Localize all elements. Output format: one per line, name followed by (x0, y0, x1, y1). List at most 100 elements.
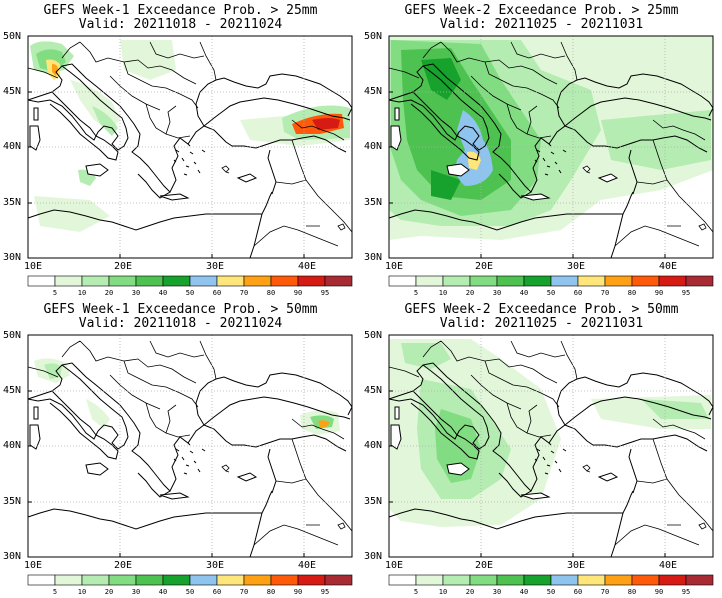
legend-value: 90 (293, 588, 303, 596)
legend-swatch (523, 275, 552, 287)
map-panel-week2-50mm: GEFS Week-2 Exceedance Prob. > 50mm Vali… (361, 299, 722, 598)
legend-swatch (108, 275, 137, 287)
panel-title: GEFS Week-2 Exceedance Prob. > 25mm (404, 3, 679, 18)
legend-swatch (550, 574, 579, 586)
legend-swatch (108, 574, 137, 586)
legend-value: 40 (158, 289, 168, 297)
map-panel-week2-25mm: GEFS Week-2 Exceedance Prob. > 25mm Vali… (361, 0, 722, 299)
legend-value: 80 (266, 588, 276, 596)
lat-label: 40N (3, 440, 22, 451)
legend-swatch (577, 275, 606, 287)
lat-label: 40N (364, 141, 383, 152)
legend-swatch (270, 574, 299, 586)
legend-swatch (81, 275, 110, 287)
legend-value: 70 (600, 289, 610, 297)
lat-label: 45N (3, 86, 22, 97)
legend-value: 40 (158, 588, 168, 596)
lat-label: 30N (364, 551, 383, 562)
legend-value: 10 (77, 588, 87, 596)
legend-swatch (550, 275, 579, 287)
legend-swatch (442, 275, 471, 287)
legend-swatch (162, 275, 191, 287)
legend-swatch (469, 574, 498, 586)
legend-swatch (685, 275, 714, 287)
legend-swatch (415, 574, 444, 586)
legend-swatch (27, 275, 56, 287)
panel-title: GEFS Week-1 Exceedance Prob. > 25mm (43, 3, 318, 18)
legend-value: 90 (654, 289, 664, 297)
legend-swatch (54, 574, 83, 586)
legend-value: 50 (185, 588, 195, 596)
lon-label: 40E (298, 261, 317, 272)
legend-swatch (388, 275, 417, 287)
lat-label: 35N (364, 197, 383, 208)
legend-swatch (189, 275, 218, 287)
legend-value: 5 (52, 289, 58, 297)
legend-value: 10 (438, 588, 448, 596)
lon-label: 10E (385, 560, 404, 571)
legend-value: 60 (212, 289, 222, 297)
lon-label: 40E (298, 560, 317, 571)
lon-label: 40E (659, 261, 678, 272)
legend-value: 5 (413, 289, 419, 297)
legend-value: 60 (573, 588, 583, 596)
legend-value: 50 (546, 588, 556, 596)
legend-swatch (631, 574, 660, 586)
lon-label: 20E (114, 560, 133, 571)
legend-swatch (216, 275, 245, 287)
probability-map (27, 334, 353, 586)
legend-value: 80 (266, 289, 276, 297)
legend-swatch (388, 574, 417, 586)
probability-map (388, 334, 714, 586)
lon-label: 20E (114, 261, 133, 272)
panel-title: GEFS Week-1 Exceedance Prob. > 50mm (43, 302, 318, 317)
lat-label: 35N (364, 496, 383, 507)
map-panel-week1-25mm: GEFS Week-1 Exceedance Prob. > 25mm Vali… (0, 0, 361, 299)
legend-swatch (604, 275, 633, 287)
legend-value: 20 (104, 289, 114, 297)
lon-label: 20E (475, 560, 494, 571)
legend-swatch (297, 574, 326, 586)
lat-label: 45N (364, 385, 383, 396)
lon-label: 30E (206, 560, 225, 571)
lat-label: 40N (3, 141, 22, 152)
legend-swatch (469, 275, 498, 287)
legend-value: 70 (239, 289, 249, 297)
lon-label: 30E (567, 560, 586, 571)
legend-swatch (135, 574, 164, 586)
lat-label: 40N (364, 440, 383, 451)
lat-label: 50N (3, 31, 22, 42)
panel-valid-range: Valid: 20211025 - 20211031 (439, 316, 644, 331)
map-panel-week1-50mm: GEFS Week-1 Exceedance Prob. > 50mm Vali… (0, 299, 361, 598)
legend-value: 5 (413, 588, 419, 596)
lon-label: 20E (475, 261, 494, 272)
probability-shading (30, 40, 350, 232)
legend-swatch (324, 275, 353, 287)
legend-value: 80 (627, 289, 637, 297)
lon-label: 10E (24, 560, 43, 571)
legend-value: 40 (519, 588, 529, 596)
legend-colorbar (388, 275, 714, 287)
legend-value: 5 (52, 588, 58, 596)
legend-value: 30 (131, 588, 141, 596)
legend-value: 70 (600, 588, 610, 596)
legend-value: 20 (465, 588, 475, 596)
legend-swatch (523, 574, 552, 586)
legend-swatch (243, 574, 272, 586)
legend-swatch (27, 574, 56, 586)
lon-label: 30E (567, 261, 586, 272)
panel-valid-range: Valid: 20211018 - 20211024 (78, 17, 283, 32)
lon-label: 10E (385, 261, 404, 272)
legend-swatch (496, 275, 525, 287)
legend-swatch (324, 574, 353, 586)
legend-value: 30 (492, 588, 502, 596)
legend-swatch (496, 574, 525, 586)
legend-swatch (685, 574, 714, 586)
legend-value: 20 (465, 289, 475, 297)
legend-swatch (54, 275, 83, 287)
legend-value: 10 (77, 289, 87, 297)
legend-swatch (604, 574, 633, 586)
legend-colorbar (27, 574, 353, 586)
lat-label: 35N (3, 197, 22, 208)
legend-swatch (658, 275, 687, 287)
